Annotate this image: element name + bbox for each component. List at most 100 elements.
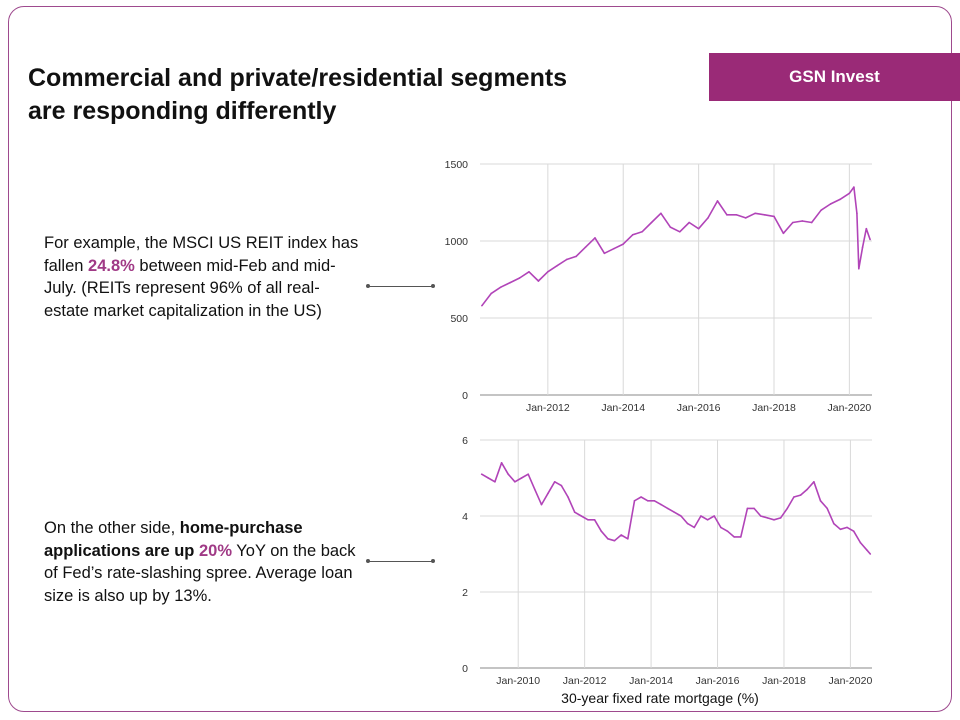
data-point <box>573 511 576 513</box>
data-point <box>494 481 496 483</box>
data-point <box>839 528 842 531</box>
data-point <box>481 304 483 307</box>
data-point <box>540 503 543 506</box>
data-point <box>858 267 860 270</box>
data-point <box>650 221 653 224</box>
data-point <box>553 481 556 483</box>
data-point <box>584 246 587 248</box>
slide-frame <box>8 6 952 712</box>
data-point <box>865 227 868 230</box>
data-point <box>716 200 719 202</box>
data-point <box>575 255 577 258</box>
x-tick-label: Jan-2018 <box>752 402 796 414</box>
data-point <box>547 492 549 494</box>
data-point <box>713 515 716 517</box>
data-point <box>527 473 529 475</box>
connector-line-2 <box>368 561 433 562</box>
data-point <box>680 515 682 517</box>
x-tick-label: Jan-2020 <box>827 402 871 414</box>
y-tick-label: 1500 <box>445 159 469 171</box>
series-line <box>481 186 871 307</box>
data-point <box>633 500 636 502</box>
y-tick-label: 500 <box>450 313 468 325</box>
data-point <box>826 507 828 510</box>
data-point <box>622 243 625 245</box>
data-point <box>594 237 596 239</box>
data-point <box>580 515 583 517</box>
data-point <box>593 519 596 521</box>
data-point <box>744 217 747 219</box>
connector-dot-2b <box>431 559 435 563</box>
data-point <box>514 481 516 483</box>
x-tick-label: Jan-2016 <box>677 402 721 414</box>
data-point <box>813 481 815 483</box>
data-point <box>739 536 742 538</box>
data-point <box>861 246 864 248</box>
y-tick-label: 2 <box>462 587 468 599</box>
data-point <box>537 280 540 282</box>
data-point <box>697 227 700 230</box>
data-point <box>766 517 769 519</box>
data-point <box>700 515 702 517</box>
mortgage-note-bold: home-purchase applications are up <box>44 519 303 560</box>
data-point <box>753 507 755 510</box>
data-point <box>500 462 503 464</box>
mortgage-note-text: On the other side, <box>44 519 180 537</box>
data-point <box>509 281 511 284</box>
data-point <box>869 553 872 555</box>
data-point <box>603 252 606 255</box>
data-point <box>846 526 848 529</box>
data-point <box>673 511 676 513</box>
connector-line-1 <box>368 286 433 287</box>
y-tick-label: 6 <box>462 435 468 447</box>
data-point <box>786 507 789 510</box>
reit-note-highlight: 24.8% <box>88 256 135 275</box>
reit-note: For example, the MSCI US REIT index has … <box>44 232 362 322</box>
mortgage-note-text-end: YoY on the back of Fed’s rate-slashing s… <box>44 541 356 605</box>
data-point <box>640 496 642 498</box>
slide-title-line2: are responding differently <box>28 97 337 125</box>
mortgage-rate-chart: 0 2 4 6 Jan-2010 Jan-2012 Jan-2014 Jan-2016 Jan-… <box>462 435 873 687</box>
x-tick-label: Jan-2018 <box>762 675 806 687</box>
data-point <box>726 530 729 532</box>
data-point <box>669 226 672 228</box>
data-point <box>792 221 794 224</box>
x-tick-label: Jan-2012 <box>526 402 570 414</box>
mortgage-note-highlight: 20% <box>198 541 232 560</box>
data-point <box>499 286 502 288</box>
connector-dot-1a <box>366 284 370 288</box>
connector-dot-2a <box>366 559 370 563</box>
x-tick-label: Jan-2010 <box>496 675 540 687</box>
data-point <box>773 215 775 218</box>
data-point <box>490 292 493 295</box>
data-point <box>534 488 536 491</box>
mortgage-note: On the other side, home-purchase applica… <box>44 517 362 607</box>
data-point <box>666 507 669 510</box>
reit-index-chart: 0 500 1000 1500 Jan-2012 Jan-2014 Jan-2016 Jan-… <box>445 159 872 414</box>
data-point <box>706 519 709 521</box>
brand-label: GSN Invest <box>789 67 880 86</box>
data-point <box>587 519 589 521</box>
data-point <box>620 534 622 536</box>
data-point <box>565 258 568 261</box>
x-tick-label: Jan-2020 <box>829 675 873 687</box>
data-point <box>779 517 782 519</box>
data-point <box>607 538 609 540</box>
data-point <box>693 526 696 529</box>
data-point <box>707 217 709 219</box>
data-point <box>810 221 813 224</box>
data-point <box>782 232 785 235</box>
data-point <box>480 473 483 475</box>
data-point <box>556 264 559 267</box>
reit-note-text-end: between mid-Feb and mid-July. (REITs rep… <box>44 256 336 320</box>
data-point <box>852 530 855 532</box>
data-point <box>839 198 841 201</box>
series-line <box>481 461 871 555</box>
y-tick-label: 1000 <box>445 236 469 248</box>
data-point <box>720 526 722 529</box>
data-point <box>763 214 766 216</box>
data-point <box>547 271 549 273</box>
x-tick-label: Jan-2014 <box>629 675 673 687</box>
data-point <box>819 500 822 502</box>
data-point <box>859 541 862 544</box>
